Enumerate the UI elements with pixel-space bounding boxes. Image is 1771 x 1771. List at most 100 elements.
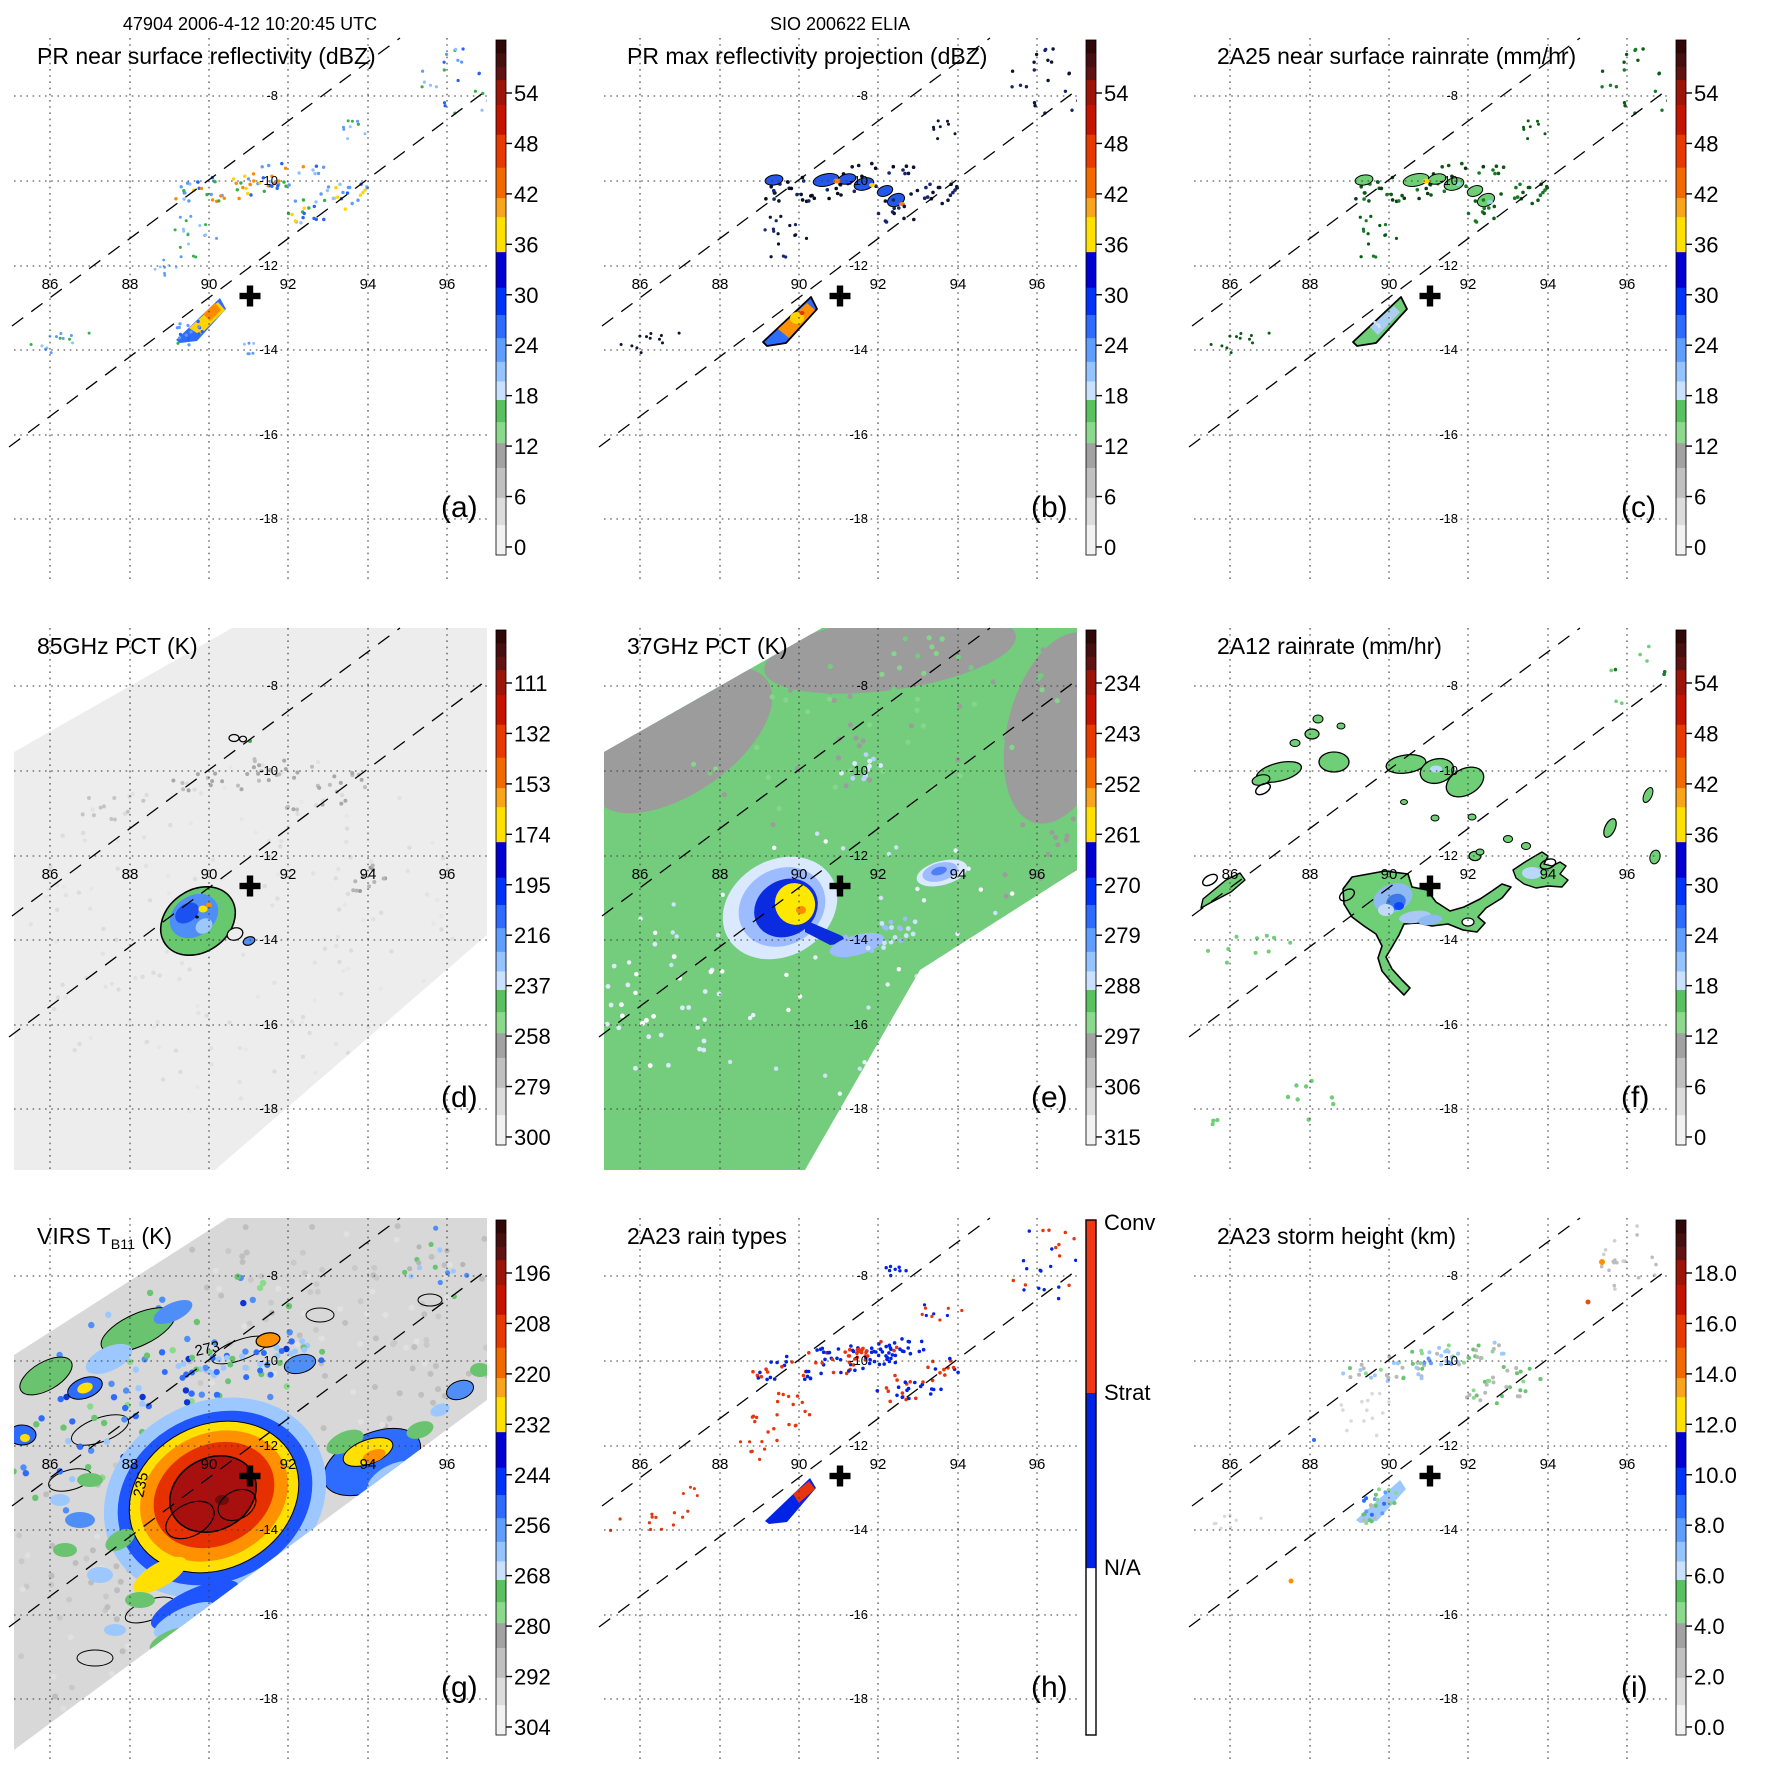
data-pixel xyxy=(990,679,996,685)
longitude-label: 86 xyxy=(42,276,59,293)
data-pixel xyxy=(113,1563,120,1570)
colorbar-tick-label: 153 xyxy=(514,772,551,797)
data-pixel xyxy=(1365,1408,1369,1412)
data-pixel xyxy=(237,1046,243,1051)
data-pixel xyxy=(903,171,907,176)
data-pixel xyxy=(1022,1288,1026,1292)
data-pixel xyxy=(1377,325,1381,329)
data-pixel xyxy=(1464,184,1468,188)
data-pixel xyxy=(326,185,331,189)
longitude-label: 94 xyxy=(950,866,967,883)
data-pixel xyxy=(267,1393,274,1401)
pr-swath-edges xyxy=(8,627,488,1038)
data-pixel xyxy=(184,1335,191,1343)
latitude-label: -12 xyxy=(1439,1438,1458,1453)
data-pixel xyxy=(938,125,942,129)
data-pixel xyxy=(198,791,204,796)
data-pixel xyxy=(283,1345,290,1353)
panel-background xyxy=(1180,1180,1770,1770)
map-area xyxy=(619,47,1077,355)
colorbar-segment xyxy=(1676,670,1686,696)
data-pixel xyxy=(71,341,74,345)
colorbar-segment xyxy=(1676,252,1686,289)
data-pixel xyxy=(1253,950,1258,955)
data-pixel xyxy=(50,1673,57,1680)
data-pixel xyxy=(1419,1376,1424,1381)
colorbar-segment xyxy=(496,757,506,789)
data-pixel xyxy=(442,68,446,72)
data-pixel xyxy=(882,940,887,946)
data-pixel xyxy=(345,966,351,971)
data-pixel xyxy=(290,212,294,217)
data-pixel xyxy=(839,1370,843,1375)
data-pixel xyxy=(1538,1377,1543,1381)
data-pixel xyxy=(854,1356,859,1361)
data-pixel xyxy=(1285,1094,1291,1100)
data-pixel xyxy=(1484,1382,1489,1387)
colorbar-tick-label: 0 xyxy=(1694,1125,1706,1150)
data-pixel xyxy=(270,903,275,908)
data-features xyxy=(722,752,968,960)
data-pixel xyxy=(357,1341,364,1347)
data-pixel xyxy=(296,1332,303,1339)
data-pixel xyxy=(611,963,617,969)
data-pixel xyxy=(888,1399,892,1404)
data-pixel xyxy=(1209,343,1213,346)
colorbar-segment xyxy=(496,1495,506,1519)
colorbar-tick-label: 42 xyxy=(514,182,538,207)
data-pixel xyxy=(77,1041,82,1047)
colorbar-tick-label: 18 xyxy=(1694,974,1718,999)
data-pixel xyxy=(869,948,875,954)
data-pixel xyxy=(951,1365,956,1370)
latitude-label: -14 xyxy=(1439,1522,1458,1537)
feature-blob xyxy=(76,1649,114,1667)
colorbar-segment xyxy=(1676,217,1686,253)
longitude-label: 88 xyxy=(712,276,729,293)
data-pixel xyxy=(1497,1343,1501,1348)
colorbar-segment xyxy=(496,134,506,169)
data-pixel xyxy=(348,948,354,953)
data-pixel xyxy=(807,1351,811,1355)
data-pixel xyxy=(275,186,279,190)
data-pixel xyxy=(815,1348,819,1352)
data-pixel xyxy=(87,1403,94,1410)
colorbar-tick-label: 232 xyxy=(514,1412,551,1437)
data-pixel xyxy=(132,1366,140,1373)
data-pixel xyxy=(179,185,183,189)
data-pixel xyxy=(175,1363,182,1370)
data-pixel xyxy=(867,777,873,783)
data-pixel xyxy=(177,977,182,982)
data-pixel xyxy=(315,759,321,765)
data-pixel xyxy=(1437,1345,1442,1350)
data-pixel xyxy=(160,1077,166,1082)
data-pixel xyxy=(914,707,920,713)
data-pixel xyxy=(428,83,433,87)
feature-blob xyxy=(20,1434,30,1442)
data-pixel xyxy=(886,1389,891,1393)
data-pixel xyxy=(299,1249,306,1256)
colorbar-segment xyxy=(1086,381,1096,401)
data-pixel xyxy=(141,835,147,840)
data-pixel xyxy=(955,654,961,660)
data-pixel xyxy=(1049,1264,1053,1269)
colorbar-tick-label: 54 xyxy=(1104,81,1128,106)
data-pixel xyxy=(284,184,288,188)
data-pixel xyxy=(930,1378,935,1383)
data-pixel xyxy=(851,1349,856,1354)
data-pixel xyxy=(346,137,350,141)
data-pixel xyxy=(195,772,200,777)
feature-speckle xyxy=(173,214,218,259)
data-pixel xyxy=(832,784,838,790)
data-pixel xyxy=(1635,1233,1639,1237)
data-pixel xyxy=(1069,664,1075,670)
data-pixel xyxy=(256,1284,264,1292)
data-pixel xyxy=(1492,216,1496,221)
data-pixel xyxy=(875,1389,880,1393)
pr-swath-edges xyxy=(8,37,488,448)
data-pixel xyxy=(841,685,847,691)
data-pixel xyxy=(300,1310,307,1317)
data-pixel xyxy=(181,787,186,792)
colorbar-segment xyxy=(1676,1623,1686,1649)
latitude-label: -12 xyxy=(1439,258,1458,273)
data-pixel xyxy=(62,995,68,1000)
